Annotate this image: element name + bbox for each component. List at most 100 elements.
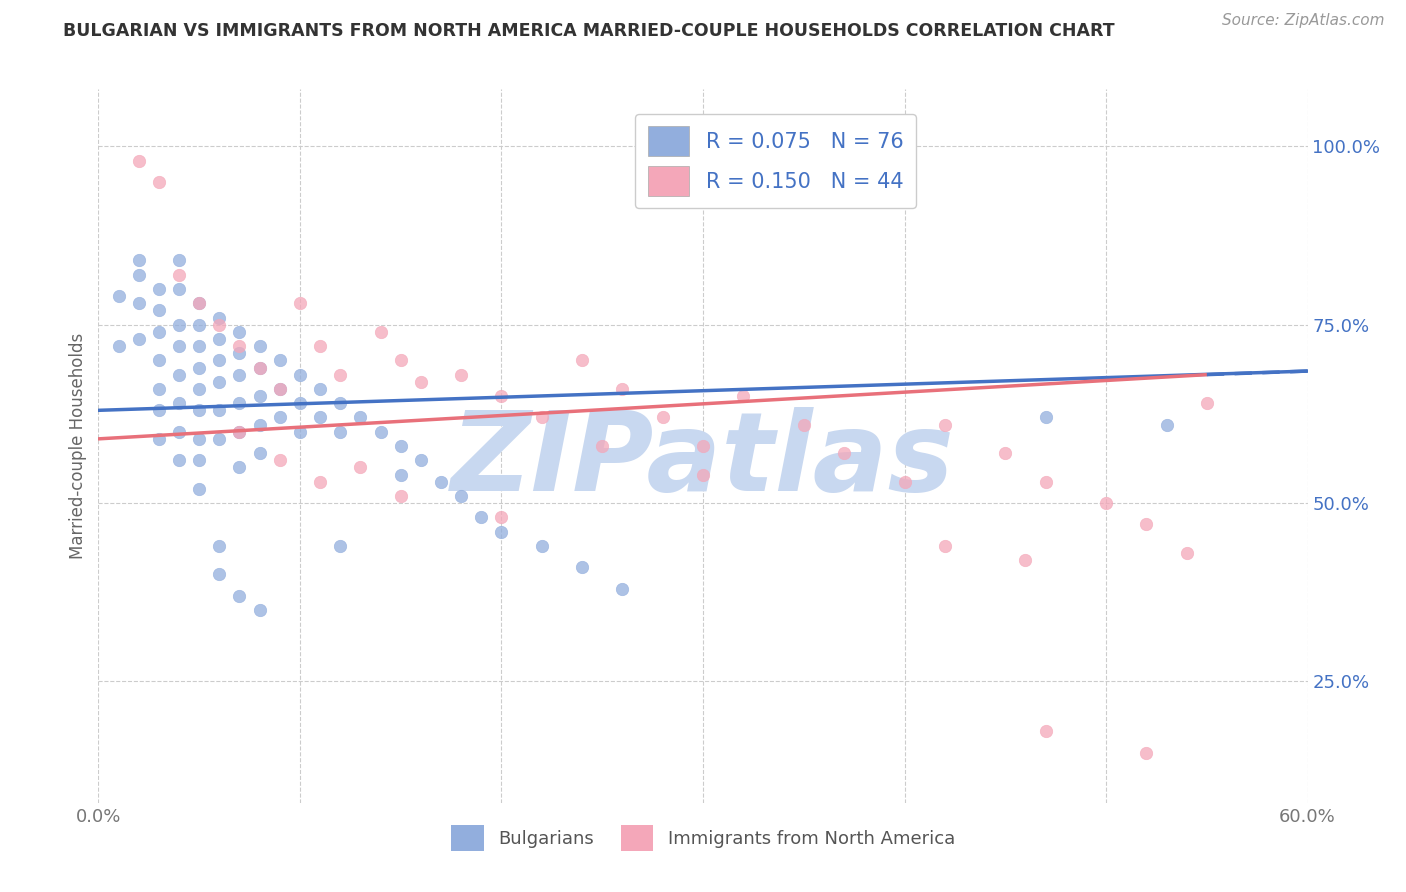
Point — [349, 460, 371, 475]
Point — [148, 432, 170, 446]
Point — [249, 360, 271, 375]
Point — [208, 403, 231, 417]
Point — [832, 446, 855, 460]
Point — [167, 268, 190, 282]
Point — [1135, 746, 1157, 760]
Point — [249, 417, 271, 432]
Point — [188, 403, 211, 417]
Point — [329, 368, 352, 382]
Point — [188, 296, 211, 310]
Point — [148, 175, 170, 189]
Point — [228, 346, 250, 360]
Point — [470, 510, 492, 524]
Point — [1095, 496, 1118, 510]
Point — [1035, 410, 1057, 425]
Point — [228, 396, 250, 410]
Point — [530, 410, 553, 425]
Point — [934, 417, 956, 432]
Point — [128, 296, 150, 310]
Point — [269, 382, 291, 396]
Point — [389, 489, 412, 503]
Point — [329, 425, 352, 439]
Point — [148, 303, 170, 318]
Point — [167, 253, 190, 268]
Point — [1014, 553, 1036, 567]
Point — [269, 453, 291, 467]
Point — [692, 439, 714, 453]
Point — [208, 375, 231, 389]
Point — [167, 425, 190, 439]
Point — [309, 475, 332, 489]
Point — [167, 453, 190, 467]
Point — [208, 332, 231, 346]
Point — [188, 432, 211, 446]
Point — [1195, 396, 1218, 410]
Text: Source: ZipAtlas.com: Source: ZipAtlas.com — [1222, 13, 1385, 29]
Point — [450, 368, 472, 382]
Point — [249, 339, 271, 353]
Point — [309, 410, 332, 425]
Point — [167, 396, 190, 410]
Point — [491, 510, 513, 524]
Point — [1035, 724, 1057, 739]
Point — [329, 396, 352, 410]
Point — [389, 467, 412, 482]
Point — [107, 289, 129, 303]
Point — [188, 453, 211, 467]
Point — [329, 539, 352, 553]
Point — [269, 410, 291, 425]
Point — [148, 282, 170, 296]
Point — [409, 453, 432, 467]
Point — [128, 332, 150, 346]
Point — [188, 482, 211, 496]
Point — [107, 339, 129, 353]
Text: BULGARIAN VS IMMIGRANTS FROM NORTH AMERICA MARRIED-COUPLE HOUSEHOLDS CORRELATION: BULGARIAN VS IMMIGRANTS FROM NORTH AMERI… — [63, 22, 1115, 40]
Point — [188, 318, 211, 332]
Point — [692, 467, 714, 482]
Point — [269, 382, 291, 396]
Point — [167, 339, 190, 353]
Point — [188, 360, 211, 375]
Point — [128, 268, 150, 282]
Point — [591, 439, 613, 453]
Point — [530, 539, 553, 553]
Text: ZIPatlas: ZIPatlas — [451, 407, 955, 514]
Point — [269, 353, 291, 368]
Point — [228, 325, 250, 339]
Point — [994, 446, 1017, 460]
Point — [228, 425, 250, 439]
Point — [934, 539, 956, 553]
Point — [249, 603, 271, 617]
Point — [571, 560, 593, 574]
Point — [128, 253, 150, 268]
Point — [1175, 546, 1198, 560]
Point — [188, 339, 211, 353]
Point — [349, 410, 371, 425]
Point — [370, 325, 392, 339]
Point — [167, 282, 190, 296]
Point — [208, 432, 231, 446]
Point — [288, 425, 311, 439]
Point — [1035, 475, 1057, 489]
Point — [148, 325, 170, 339]
Point — [249, 360, 271, 375]
Point — [148, 353, 170, 368]
Point — [450, 489, 472, 503]
Point — [208, 567, 231, 582]
Point — [309, 382, 332, 396]
Point — [733, 389, 755, 403]
Point — [288, 368, 311, 382]
Point — [228, 339, 250, 353]
Point — [249, 389, 271, 403]
Point — [188, 296, 211, 310]
Point — [208, 310, 231, 325]
Point — [793, 417, 815, 432]
Point — [228, 460, 250, 475]
Point — [430, 475, 453, 489]
Point — [128, 153, 150, 168]
Point — [148, 382, 170, 396]
Point — [1135, 517, 1157, 532]
Point — [208, 539, 231, 553]
Point — [148, 403, 170, 417]
Y-axis label: Married-couple Households: Married-couple Households — [69, 333, 87, 559]
